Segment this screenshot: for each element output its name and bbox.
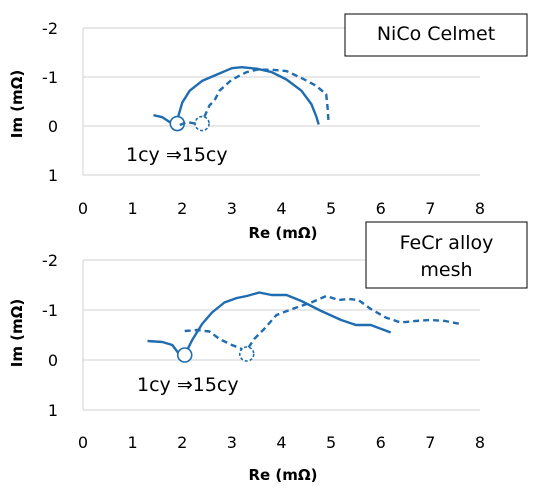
y-tick-label: -1 [42, 68, 58, 87]
x-axis-title: Re (mΩ) [248, 224, 317, 242]
x-tick-label: 5 [326, 199, 336, 218]
x-tick-label: 2 [177, 433, 187, 452]
x-tick-label: 6 [376, 433, 386, 452]
x-tick-label: 4 [276, 433, 286, 452]
x-tick-label: 3 [227, 199, 237, 218]
y-tick-label: -2 [42, 251, 58, 270]
x-tick-label: 2 [177, 199, 187, 218]
y-tick-label: 1 [48, 166, 58, 185]
legend-label: FeCr alloy [400, 232, 494, 254]
chart-panel-fecr-alloy-mesh: -2 -1 0 1 0 1 2 3 4 5 6 7 8 Re (mΩ) Im (mΩ) 1cy ⇒15cy Fe… [8, 221, 528, 484]
x-tick-label: 8 [475, 199, 485, 218]
start-marker-15cy [194, 115, 210, 132]
y-axis-title: Im (mΩ) [8, 70, 26, 139]
legend-box [344, 13, 528, 57]
x-tick-label: 3 [227, 433, 237, 452]
y-tick-label: -2 [42, 19, 58, 38]
x-tick-label: 0 [78, 433, 88, 452]
x-tick-label: 0 [78, 199, 88, 218]
x-tick-label: 4 [276, 199, 286, 218]
x-tick-label: 1 [128, 433, 138, 452]
legend-label: NiCo Celmet [377, 23, 495, 45]
y-tick-label: 0 [48, 117, 58, 136]
x-axis-title: Re (mΩ) [248, 466, 317, 484]
chart-panel-nico-celmet: -2 -1 0 1 0 1 2 3 4 5 6 7 8 Re (mΩ) Im (mΩ) 1cy ⇒15cy Ni… [8, 13, 528, 242]
legend-box [365, 221, 528, 289]
x-tick-label: 5 [326, 433, 336, 452]
y-axis-title: Im (mΩ) [8, 299, 26, 368]
x-tick-label: 8 [475, 433, 485, 452]
legend-label: mesh [420, 259, 472, 281]
y-tick-label: 1 [48, 401, 58, 420]
start-marker-15cy [238, 346, 255, 362]
x-tick-label: 7 [425, 433, 435, 452]
cycle-annotation: 1cy ⇒15cy [137, 374, 239, 396]
y-tick-label: 0 [48, 351, 58, 370]
x-tick-label: 1 [128, 199, 138, 218]
start-marker-1cy [176, 347, 193, 363]
x-tick-label: 7 [425, 199, 435, 218]
x-tick-label: 6 [376, 199, 386, 218]
cycle-annotation: 1cy ⇒15cy [126, 144, 228, 166]
y-tick-label: -1 [42, 301, 58, 320]
series-line-15cy [184, 294, 461, 352]
